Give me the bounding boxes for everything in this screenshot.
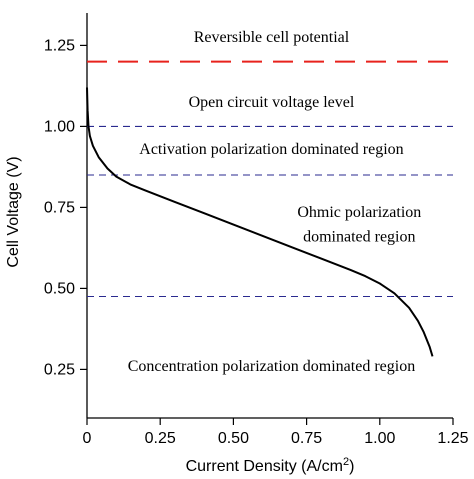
y-axis-label: Cell Voltage (V) [5,156,22,267]
annotation-4: Ohmic polarization [297,204,421,221]
plot-area: 0.25 0.50 0.75 1.00 1.25 0 0.25 0.50 0.75 1.00 1.2… [44,13,469,447]
x-axis-label: Current Density (A/cm2) [186,456,355,475]
annotation-3: Activation polarization dominated region [139,141,403,158]
polarization-curve [86,87,434,357]
annotation-6: Concentration polarization dominated reg… [128,358,415,375]
y-tick-label: 0.25 [44,361,75,378]
annotation-5: dominated region [303,228,415,245]
y-tick-label: 1.25 [44,37,75,54]
x-tick-label: 0.75 [291,430,322,447]
y-tick-label: 0.75 [44,199,75,216]
x-axis-label-superscript: 2 [343,456,349,468]
x-tick-label: 1.00 [364,430,395,447]
y-tick-label: 0.50 [44,280,75,297]
x-tick-label: 1.25 [437,430,468,447]
annotation-1: Reversible cell potential [194,29,350,46]
annotation-2: Open circuit voltage level [189,94,355,111]
x-tick-label: 0 [83,430,92,447]
y-tick-label: 1.00 [44,118,75,135]
x-tick-label: 0.50 [218,430,249,447]
x-tick-label: 0.25 [145,430,176,447]
